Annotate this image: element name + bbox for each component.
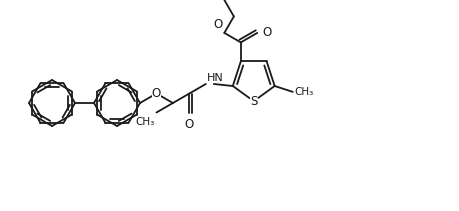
- Text: O: O: [213, 18, 222, 31]
- Text: O: O: [185, 118, 194, 130]
- Text: O: O: [262, 26, 271, 39]
- Text: CH₃: CH₃: [135, 116, 154, 127]
- Text: O: O: [151, 87, 161, 100]
- Text: HN: HN: [207, 73, 223, 83]
- Text: CH₃: CH₃: [294, 87, 313, 97]
- Text: S: S: [250, 95, 257, 108]
